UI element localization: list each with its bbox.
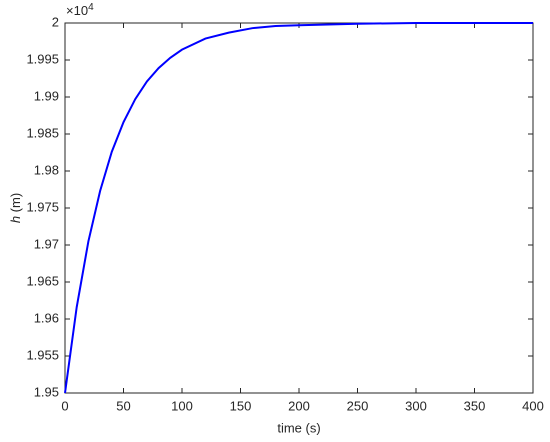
x-tick-label: 0 xyxy=(61,398,68,413)
x-axis-label: time (s) xyxy=(277,420,320,435)
x-tick-label: 50 xyxy=(116,398,130,413)
y-tick-label: 1.98 xyxy=(34,162,59,177)
x-tick-label: 400 xyxy=(522,398,544,413)
exponent-power: 4 xyxy=(88,2,94,13)
y-tick-label: 1.99 xyxy=(34,88,59,103)
y-tick-label: 1.96 xyxy=(34,310,59,325)
exponent-label: ×104 xyxy=(66,2,94,19)
y-tick-label: 1.97 xyxy=(34,236,59,251)
exponent-base: ×10 xyxy=(66,3,88,18)
x-tick-label: 100 xyxy=(171,398,193,413)
x-tick-label: 150 xyxy=(230,398,252,413)
plot-frame xyxy=(64,22,534,394)
y-axis-label: h (m) xyxy=(8,193,23,223)
data-line xyxy=(64,22,533,394)
y-axis-label-unit: (m) xyxy=(8,193,23,213)
x-tick-label: 300 xyxy=(405,398,427,413)
x-tick-label: 200 xyxy=(288,398,310,413)
y-tick-label: 1.975 xyxy=(26,199,59,214)
x-tick-label: 250 xyxy=(347,398,369,413)
y-tick-label: 1.995 xyxy=(26,51,59,66)
y-tick-label: 1.965 xyxy=(26,273,59,288)
x-tick-label: 350 xyxy=(464,398,486,413)
y-axis-label-var: h xyxy=(8,216,23,223)
y-tick-label: 1.955 xyxy=(26,347,59,362)
y-tick-label: 2 xyxy=(52,14,59,29)
y-tick-label: 1.95 xyxy=(34,384,59,399)
y-tick-label: 1.985 xyxy=(26,125,59,140)
